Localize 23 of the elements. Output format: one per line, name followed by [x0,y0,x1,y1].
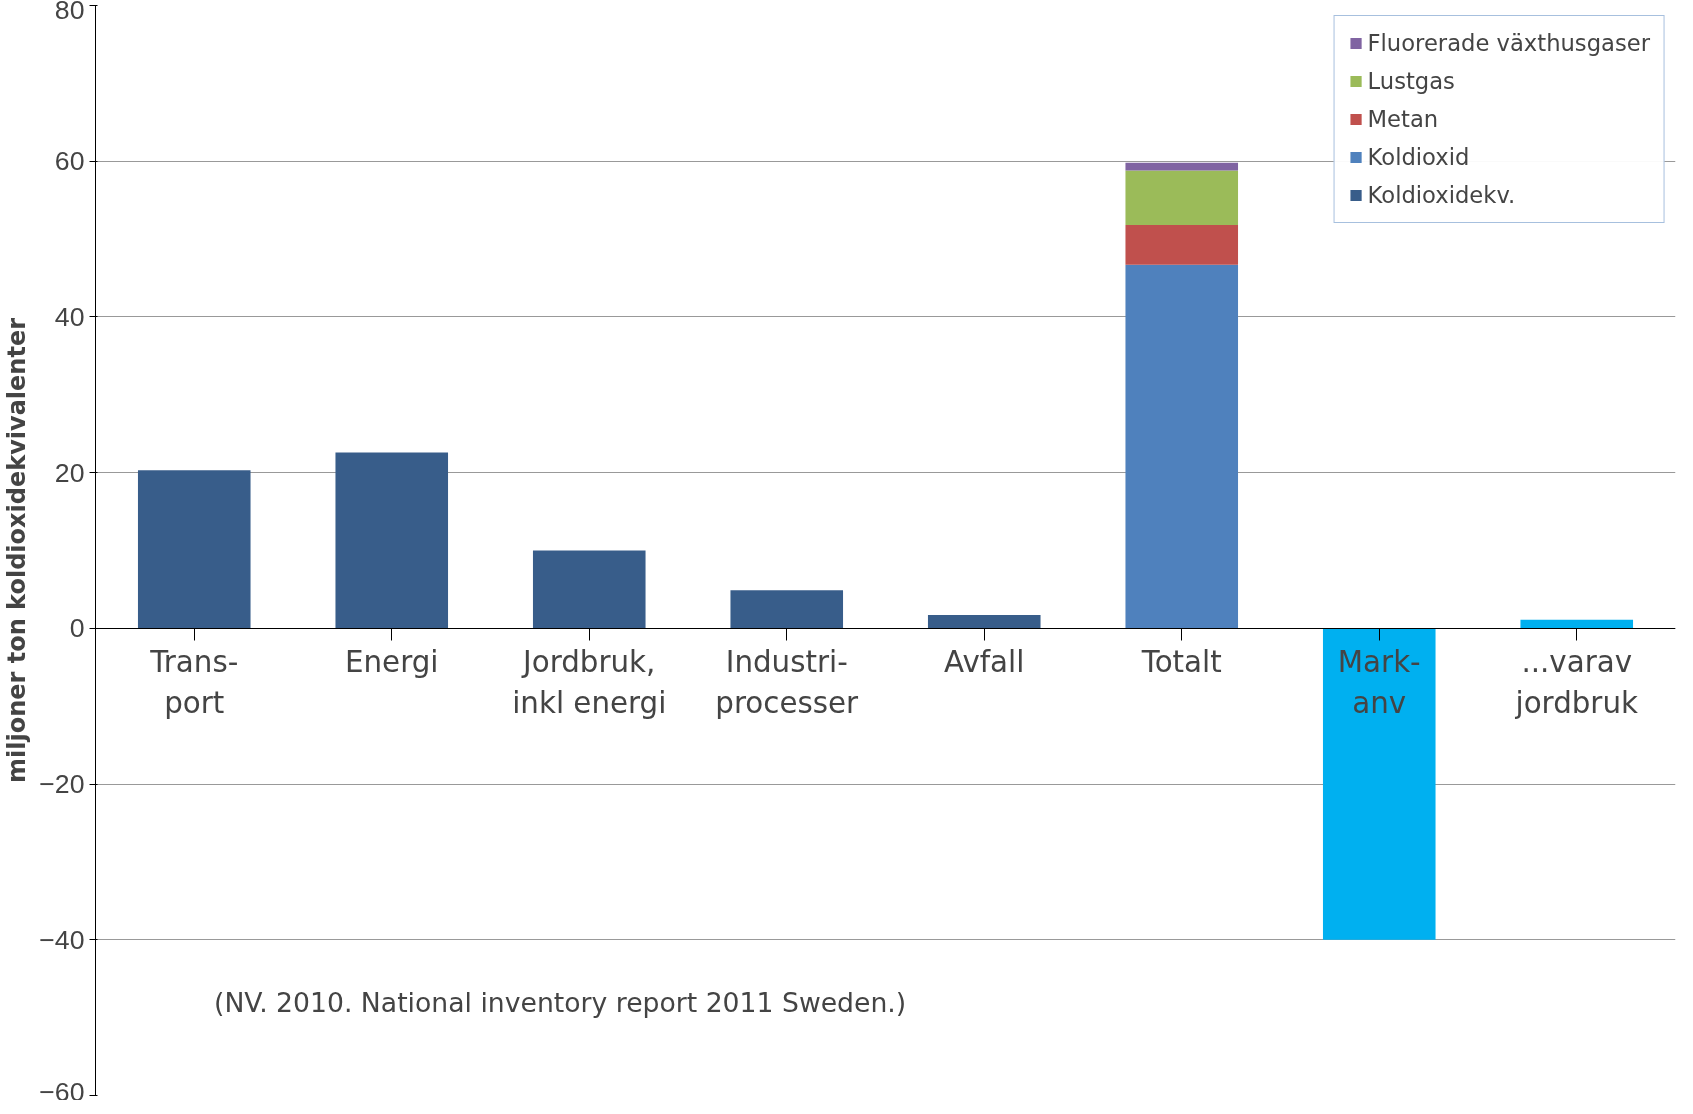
annotation: (NV. 2010. National inventory report 2011 Sweden.) [214,986,907,1018]
legend-label: Lustgas [1367,68,1455,94]
y-tick-label: −40 [39,924,85,955]
y-tick-label: 60 [54,146,85,177]
y-tick-label: −60 [39,1076,85,1107]
y-tick-label: 40 [54,301,85,332]
legend-label: Koldioxid [1367,144,1470,170]
x-tick-label: Totalt [1140,645,1222,680]
legend-label: Koldioxidekv. [1367,182,1516,208]
x-tick-label: ...varav jordbruk [1514,645,1639,721]
y-tick-label: 80 [54,0,85,25]
x-tick-label: Industri- processer [715,645,860,721]
x-tick-label: Energi [345,645,439,680]
legend-label: Metan [1367,106,1439,132]
y-tick-label: 0 [69,613,85,644]
x-tick-label: Jordbruk, inkl energi [512,645,667,721]
y-tick-label: 20 [54,457,85,488]
y-tick-label: −20 [39,769,85,800]
x-tick-label: Trans- port [149,645,239,721]
x-tick-label: Mark- anv [1337,645,1421,721]
x-tick-label: Avfall [944,645,1025,680]
legend-label: Fluorerade växthusgaser [1367,30,1650,56]
y-axis-title: miljoner ton koldioxidekvivalenter [3,317,32,784]
